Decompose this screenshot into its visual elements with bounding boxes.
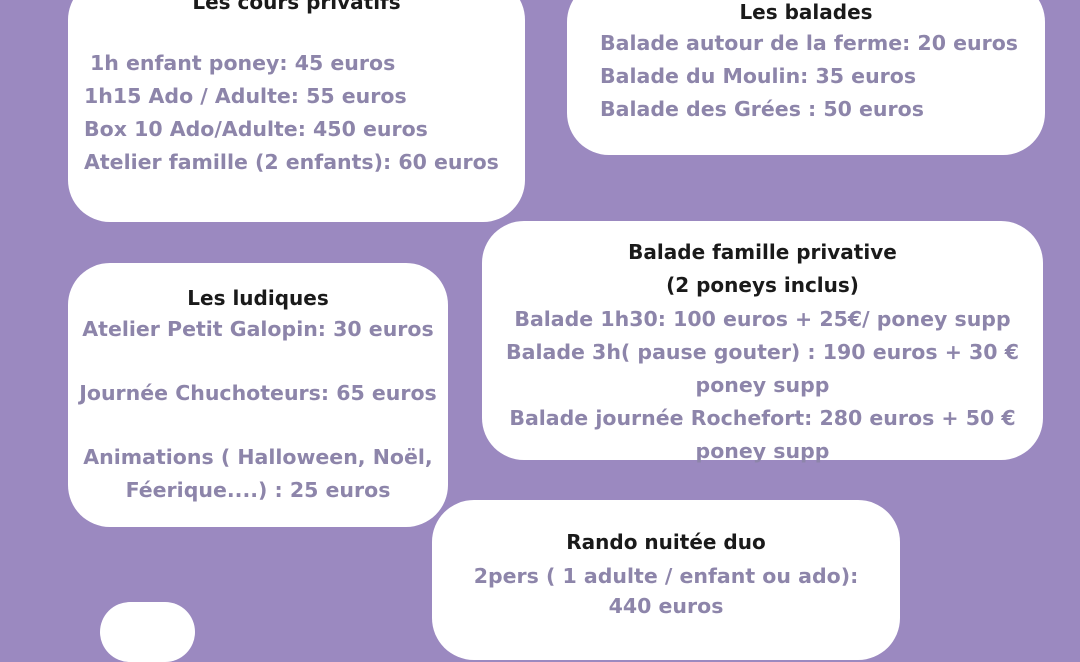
card-balades: Les balades Balade autour de la ferme: 2… <box>567 0 1045 155</box>
card-title: Balade famille privative <box>628 240 897 264</box>
price-line: Balade autour de la ferme: 20 euros <box>600 31 1018 55</box>
card-ludiques: Les ludiques Atelier Petit Galopin: 30 e… <box>68 263 448 527</box>
price-line: 1h15 Ado / Adulte: 55 euros <box>84 84 407 108</box>
price-line: poney supp <box>695 373 830 397</box>
card-title: Les balades <box>739 0 873 24</box>
price-line: Féerique....) : 25 euros <box>125 478 391 502</box>
price-line: Balade 1h30: 100 euros + 25€/ poney supp <box>514 307 1011 331</box>
price-line: Balade des Grées : 50 euros <box>600 97 924 121</box>
price-line: 2pers ( 1 adulte / enfant ou ado): <box>473 564 859 588</box>
card-balade-famille: Balade famille privative (2 poneys inclu… <box>482 221 1043 463</box>
price-line: poney supp <box>695 439 830 463</box>
card-title: Les cours privatifs <box>192 0 401 14</box>
price-line: Atelier Petit Galopin: 30 euros <box>82 317 434 341</box>
card-subtitle: (2 poneys inclus) <box>666 273 859 297</box>
card-partial <box>100 602 195 662</box>
price-line: 1h enfant poney: 45 euros <box>90 51 396 75</box>
price-line: Balade du Moulin: 35 euros <box>600 64 917 88</box>
card-title: Rando nuitée duo <box>566 530 766 554</box>
card-title: Les ludiques <box>187 286 329 310</box>
price-line: Atelier famille (2 enfants): 60 euros <box>84 150 499 174</box>
price-line: Balade journée Rochefort: 280 euros + 50… <box>509 406 1016 430</box>
card-cours-privatifs: Les cours privatifs 1h enfant poney: 45 … <box>68 0 525 222</box>
price-line: Journée Chuchoteurs: 65 euros <box>79 381 437 405</box>
card-rando-nuitee: Rando nuitée duo 2pers ( 1 adulte / enfa… <box>432 500 900 660</box>
price-line: Balade 3h( pause gouter) : 190 euros + 3… <box>506 340 1019 364</box>
price-line: Animations ( Halloween, Noël, <box>83 445 433 469</box>
price-line: 440 euros <box>608 594 724 618</box>
price-line: Box 10 Ado/Adulte: 450 euros <box>84 117 428 141</box>
